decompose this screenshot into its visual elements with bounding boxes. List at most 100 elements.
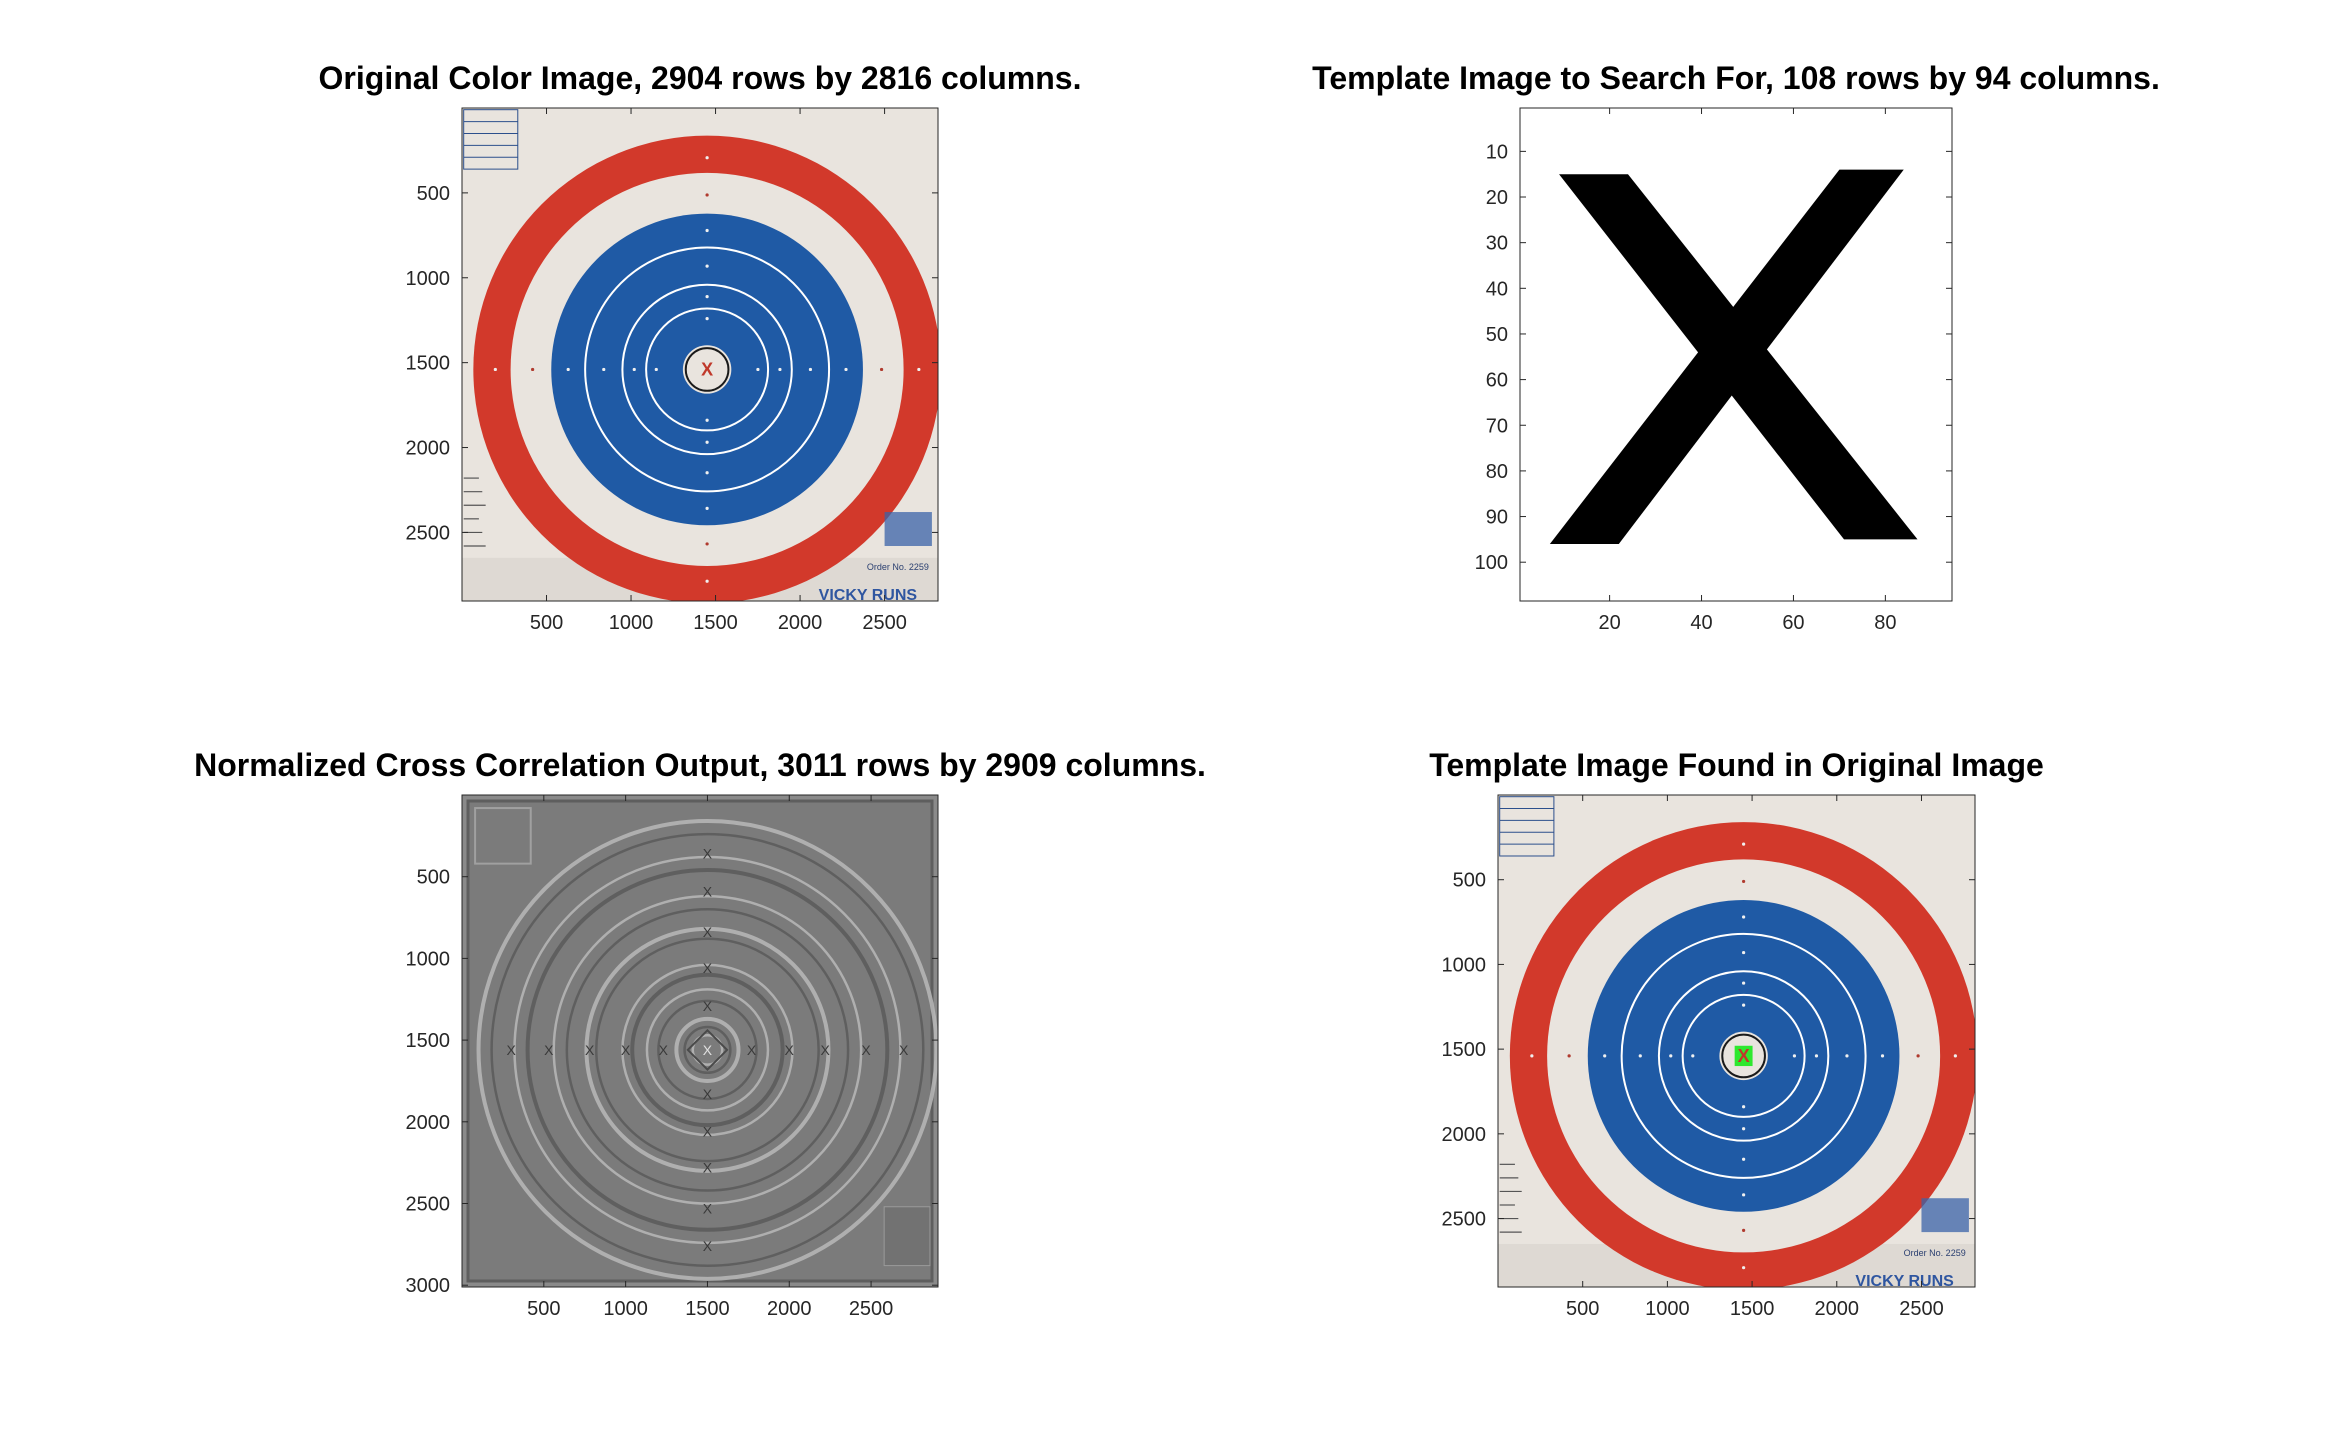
y-tick-label: 1000	[406, 948, 451, 970]
score-numeral	[917, 367, 921, 372]
correlation-ring	[674, 1016, 741, 1083]
found-x-marker: X	[1738, 1046, 1750, 1066]
white-scoring-ring	[1681, 993, 1806, 1118]
corner-grid-box	[1499, 796, 1555, 857]
y-tick-label: 500	[417, 867, 450, 889]
order-number-label: Order No. 2259	[1904, 1248, 1966, 1258]
correlation-x-echo: X	[703, 1201, 713, 1217]
x-tick-label: 1500	[693, 612, 738, 634]
x-tick-label: 1500	[1730, 1298, 1775, 1320]
x-glyph-stroke	[1549, 169, 1904, 544]
correlation-ring	[525, 868, 890, 1232]
score-numeral	[1742, 1193, 1746, 1197]
chart-title-original: Original Color Image, 2904 rows by 2816 …	[318, 60, 1082, 96]
score-numeral	[705, 156, 709, 160]
y-tick-label: 1500	[1442, 1039, 1487, 1061]
y-tick-label: 2500	[406, 522, 451, 544]
y-tick-label: 30	[1486, 233, 1508, 255]
score-numeral	[879, 367, 884, 372]
y-tick-label: 1500	[406, 353, 451, 375]
score-numeral	[1742, 950, 1746, 955]
score-numeral	[602, 367, 606, 372]
y-tick-label: 50	[1486, 324, 1508, 346]
y-tick-label: 2500	[406, 1194, 451, 1216]
score-numeral	[1530, 1054, 1534, 1058]
brand-logo	[1921, 1198, 1969, 1233]
score-numeral	[1845, 1054, 1849, 1058]
correlation-x-echo: X	[703, 1086, 713, 1102]
subplot-1: X Order No. 2259 VICKY RUNS 500 1000 1500 2000…	[406, 107, 939, 634]
y-tick-label: 500	[1453, 870, 1486, 892]
x-tick-label: 2000	[778, 612, 823, 634]
chart-title-correlation: Normalized Cross Correlation Output, 301…	[194, 747, 1206, 783]
white-scoring-ring	[621, 283, 793, 456]
y-tick-label: 500	[417, 183, 450, 205]
correlation-x-echo: X	[585, 1042, 595, 1058]
x-tick-label: 2500	[862, 612, 907, 634]
correlation-ring	[621, 963, 794, 1137]
x-tick-label: 40	[1690, 612, 1712, 634]
correlation-ring	[657, 999, 758, 1101]
correlation-x-echo: X	[659, 1042, 669, 1058]
correlation-x-echo: X	[703, 960, 713, 976]
correlation-x-echo: X	[703, 1124, 713, 1140]
correlation-inner-border	[466, 799, 934, 1283]
brand-name: VICKY RUNS	[1855, 1273, 1954, 1290]
score-numeral	[705, 471, 709, 475]
score-numeral	[705, 264, 709, 268]
score-numeral	[1742, 1228, 1746, 1232]
correlation-x-echo: X	[544, 1042, 554, 1058]
correlation-ring	[683, 1025, 732, 1075]
x-tick-label: 1500	[685, 1298, 730, 1320]
y-tick-label: 2000	[406, 438, 451, 460]
score-numeral	[705, 418, 709, 422]
white-scoring-ring	[1620, 932, 1867, 1179]
x-tick-label: 80	[1874, 612, 1896, 634]
order-number-label: Order No. 2259	[867, 562, 929, 572]
score-numeral	[1603, 1054, 1607, 1058]
image-content	[1520, 108, 1952, 601]
x-tick-label: 1000	[1645, 1298, 1690, 1320]
score-numeral	[705, 579, 709, 583]
correlation-x-echo: X	[703, 924, 713, 940]
axes-box	[1497, 794, 1976, 1288]
bullseye-ring	[684, 347, 730, 392]
x-tick-label: 20	[1598, 612, 1620, 634]
y-tick-label: 1500	[406, 1030, 451, 1052]
score-numeral	[1792, 1054, 1797, 1058]
y-tick-label: 1000	[406, 268, 451, 290]
score-numeral	[1742, 879, 1746, 884]
score-numeral	[493, 367, 497, 372]
brand-logo	[884, 512, 932, 546]
correlation-x-echo: X	[861, 1042, 871, 1058]
y-tick-label: 20	[1486, 187, 1508, 209]
correlation-x-echo: X	[703, 1160, 713, 1176]
found-template-box	[1734, 1045, 1753, 1067]
score-numeral	[705, 193, 709, 197]
correlation-ring	[691, 1033, 724, 1066]
score-numeral	[1916, 1054, 1920, 1058]
score-numeral	[705, 542, 709, 546]
score-numeral	[1742, 1105, 1746, 1109]
score-numeral	[1880, 1054, 1885, 1058]
score-numeral	[1742, 981, 1746, 985]
score-numeral	[1742, 1003, 1746, 1007]
correlation-x-echo: X	[821, 1042, 831, 1058]
score-numeral	[531, 367, 535, 372]
correlation-ring	[552, 894, 863, 1205]
y-tick-label: 3000	[406, 1275, 451, 1297]
score-numeral	[1742, 1157, 1746, 1161]
image-content: X Order No. 2259 VICKY RUNS	[462, 108, 938, 601]
score-numeral	[1567, 1054, 1571, 1058]
white-scoring-ring	[645, 307, 770, 432]
x-tick-label: 500	[530, 612, 563, 634]
y-tick-label: 2000	[1442, 1124, 1487, 1146]
correlation-x-echo: X	[899, 1042, 909, 1058]
x-tick-label: 2500	[1899, 1298, 1944, 1320]
y-tick-label: 40	[1486, 278, 1508, 300]
correlation-x-echo: X	[703, 1238, 713, 1254]
x-tick-label: 60	[1782, 612, 1804, 634]
correlation-corner-block	[474, 807, 532, 865]
